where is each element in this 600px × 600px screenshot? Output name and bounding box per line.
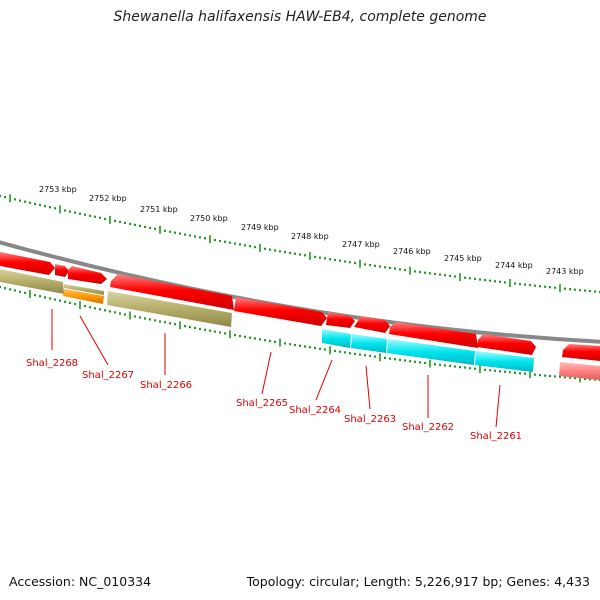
gene-label-2264[interactable]: Shal_2264 — [289, 405, 341, 416]
gene-label-2263[interactable]: Shal_2263 — [344, 414, 396, 425]
cds-bar-2267[interactable] — [63, 289, 104, 304]
gene-arrow-2262[interactable] — [389, 322, 478, 348]
cds-bar-next[interactable] — [559, 362, 600, 380]
map-title: Shewanella halifaxensis HAW-EB4, complet… — [113, 9, 487, 25]
inner-scale-ticks — [0, 285, 600, 383]
gene-arrow-2261[interactable] — [477, 334, 536, 355]
scale-label-2751: 2751 kbp — [140, 205, 178, 214]
gene-label-2266[interactable]: Shal_2266 — [140, 380, 192, 391]
gene-arrow-2265[interactable] — [110, 274, 234, 310]
cds-bar-2261[interactable] — [475, 351, 534, 372]
scale-label-2743: 2743 kbp — [546, 267, 584, 276]
scale-label-2749: 2749 kbp — [241, 223, 279, 232]
scale-label-2745: 2745 kbp — [444, 254, 482, 263]
cds-features — [0, 269, 600, 380]
gene-arrow-next[interactable] — [562, 344, 600, 361]
scale-label-2747: 2747 kbp — [342, 240, 380, 249]
cds-bar-2263[interactable] — [351, 334, 387, 353]
outer-scale-ticks — [0, 194, 600, 294]
scale-label-2748: 2748 kbp — [291, 232, 329, 241]
scale-label-2750: 2750 kbp — [190, 214, 228, 223]
gene-label-2261[interactable]: Shal_2261 — [470, 431, 522, 442]
cds-bar-2268[interactable] — [0, 269, 64, 294]
accession-text: Accession: NC_010334 — [9, 574, 152, 589]
gene-label-2267[interactable]: Shal_2267 — [82, 370, 134, 381]
cds-bar-2264[interactable] — [322, 329, 351, 348]
cds-bar-2266[interactable] — [107, 291, 232, 327]
forward-genes — [0, 252, 600, 361]
gene-label-2268[interactable]: Shal_2268 — [26, 358, 78, 369]
scale-label-2753: 2753 kbp — [39, 185, 77, 194]
scale-label-2752: 2752 kbp — [89, 194, 127, 203]
cds-bar-2262[interactable] — [387, 339, 475, 365]
gene-arrow-2266[interactable] — [68, 266, 107, 284]
label-leaders — [51, 309, 501, 428]
scale-label-2744: 2744 kbp — [495, 261, 533, 270]
gene-arrow-2264a[interactable] — [234, 297, 327, 326]
gene-arrow-2264b[interactable] — [326, 312, 355, 328]
scale-label-2746: 2746 kbp — [393, 247, 431, 256]
gene-arrow-2267[interactable] — [55, 264, 69, 277]
cds-bar-2267-olive[interactable] — [64, 284, 104, 295]
gene-label-2262[interactable]: Shal_2262 — [402, 422, 454, 433]
gene-arrow-2263[interactable] — [354, 316, 390, 333]
gene-label-2265[interactable]: Shal_2265 — [236, 398, 288, 409]
topology-text: Topology: circular; Length: 5,226,917 bp… — [246, 574, 590, 589]
gene-arrow-2268[interactable] — [0, 252, 55, 275]
